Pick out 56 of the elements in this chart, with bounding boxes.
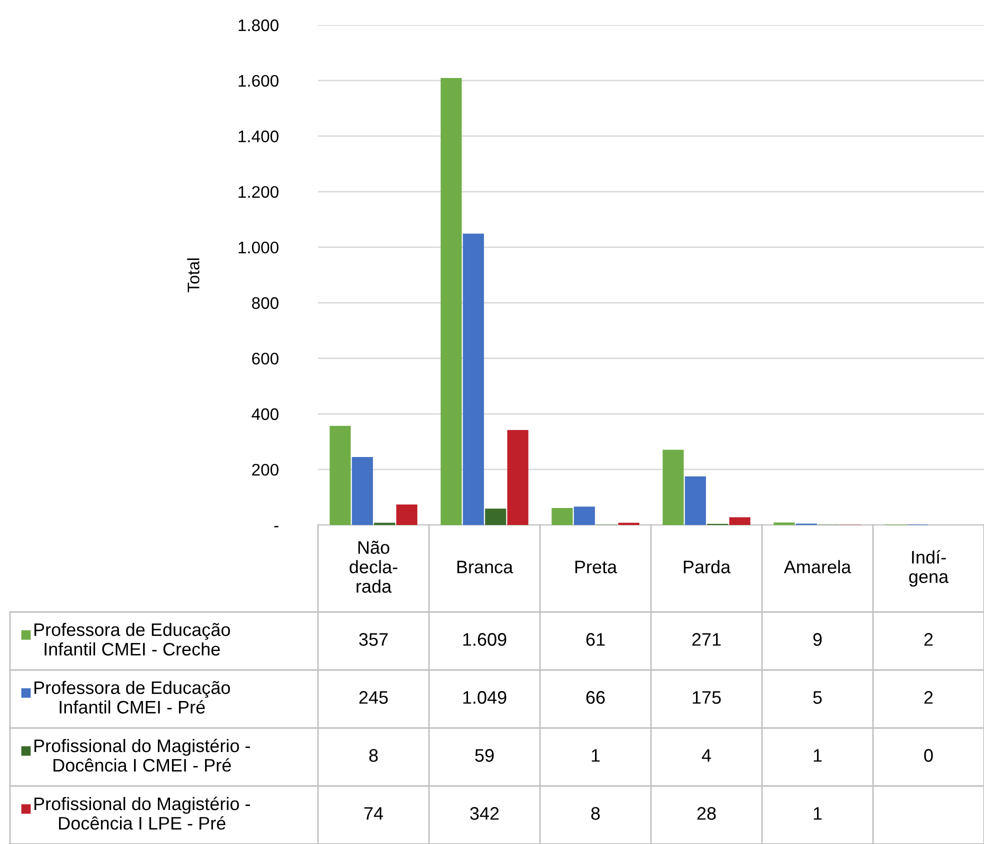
bar (440, 78, 462, 525)
bar (729, 517, 750, 525)
data-label: 1.049 (463, 691, 506, 704)
y-tick-label: - (274, 526, 278, 528)
data-label: 1 (814, 807, 822, 820)
y-tick-label: 400 (252, 408, 278, 420)
y-tick-label: 1.800 (238, 19, 278, 32)
y-tick-label: 200 (252, 464, 278, 476)
bar (574, 506, 595, 525)
legend-label: Professora de Educação Infantil CMEI - Creche (34, 622, 230, 656)
bar (352, 456, 373, 525)
data-label: 74 (364, 807, 384, 820)
data-label: 245 (359, 691, 388, 704)
data-label: 0 (924, 749, 933, 762)
bar (462, 234, 484, 525)
data-label: 8 (591, 807, 600, 820)
data-label: 4 (702, 749, 711, 762)
y-tick-label: 1.600 (238, 74, 278, 87)
bar (485, 508, 506, 525)
data-label: 61 (586, 633, 605, 646)
data-label: 28 (697, 807, 716, 820)
data-label: 342 (470, 807, 499, 820)
y-axis-title: Total (187, 258, 200, 292)
bar (684, 476, 706, 525)
data-label: 9 (813, 633, 822, 646)
y-tick-label: 600 (252, 352, 278, 365)
x-tick-label: Amarela (784, 560, 852, 574)
data-label: 1.609 (463, 633, 506, 646)
bar (330, 426, 351, 525)
bar (507, 430, 528, 525)
data-label: 5 (813, 691, 822, 704)
data-label: 1 (814, 749, 822, 762)
x-tick-label: Parda (684, 560, 731, 574)
data-label: 2 (924, 691, 933, 704)
y-tick-label: 1.400 (238, 130, 278, 142)
legend-label: Profissional do Magistério - Docência I CMEI - Pré (34, 738, 250, 772)
data-label: 66 (586, 691, 605, 704)
y-tick-label: 1.000 (238, 242, 278, 254)
bar (552, 508, 573, 525)
y-tick-label: 800 (252, 297, 278, 309)
data-label: 1 (592, 749, 600, 762)
legend-label: Profissional do Magistério - Docência I LPE - Pré (34, 796, 250, 830)
legend-label: Professora de Educação Infantil CMEI - Pré (34, 680, 230, 714)
x-tick-label: Preta (575, 560, 618, 574)
x-tick-label: Não decla- rada (350, 540, 398, 593)
x-tick-label: Branca (457, 560, 514, 574)
data-label: 357 (359, 633, 388, 646)
y-tick-label: 1.200 (238, 186, 278, 198)
x-tick-label: Indí- gena (909, 550, 949, 587)
data-label: 271 (692, 633, 721, 646)
data-label: 8 (369, 749, 378, 762)
bar (662, 450, 684, 525)
data-label: 2 (924, 633, 933, 646)
bar (396, 504, 418, 525)
data-label: 59 (475, 749, 494, 762)
data-label: 175 (692, 691, 721, 704)
